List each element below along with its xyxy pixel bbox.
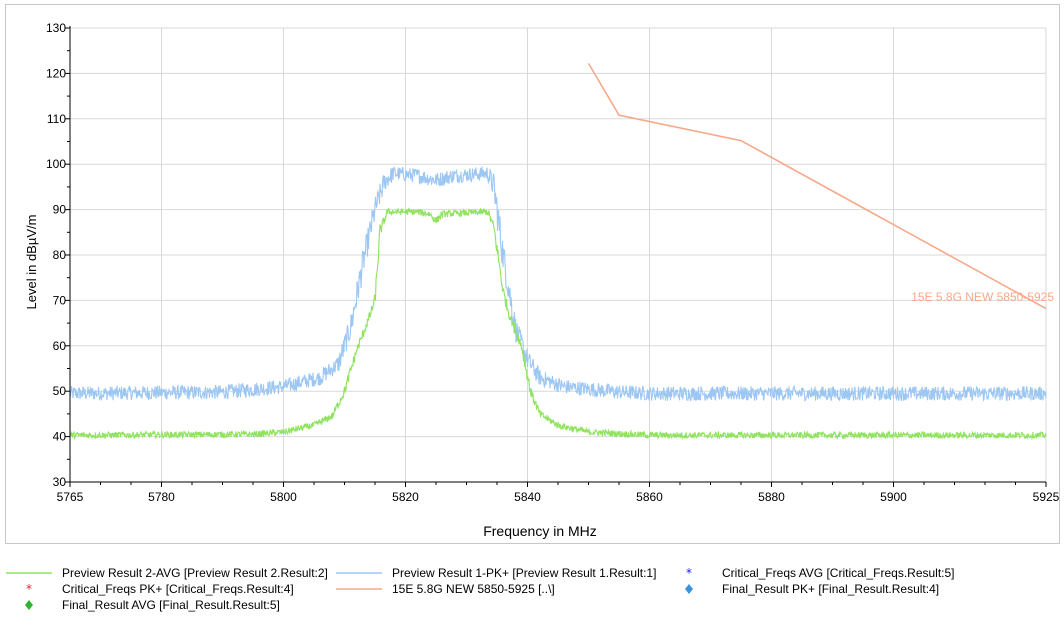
legend-diamond-icon bbox=[25, 600, 33, 610]
x-axis-label: Frequency in MHz bbox=[483, 523, 597, 539]
legend: Preview Result 2-AVG [Preview Result 2.R… bbox=[0, 566, 1064, 628]
legend-label: Preview Result 2-AVG [Preview Result 2.R… bbox=[62, 566, 328, 580]
axes bbox=[69, 26, 1046, 483]
grid bbox=[69, 27, 1047, 483]
svg-text:*: * bbox=[26, 582, 32, 596]
x-tick-label: 5820 bbox=[392, 490, 419, 504]
chart-frame: 30 40 50 60 70 80 90 100 110 120 130 5765 5780 5800 58… bbox=[5, 4, 1060, 544]
legend-line-icon bbox=[336, 588, 382, 590]
x-tick-label: 5860 bbox=[636, 490, 663, 504]
legend-star-icon: * bbox=[686, 566, 692, 580]
svg-text:*: * bbox=[686, 566, 692, 580]
series-preview-result-1-pk bbox=[69, 166, 1047, 402]
y-tick-label: 100 bbox=[46, 157, 66, 171]
y-tick-label: 130 bbox=[46, 21, 66, 35]
legend-star-icon: * bbox=[26, 582, 32, 596]
y-tick-label: 30 bbox=[53, 475, 67, 489]
limit-line-annotation: 15E 5.8G NEW 5850-5925 bbox=[911, 290, 1054, 304]
y-tick-label: 40 bbox=[53, 430, 67, 444]
legend-label: Critical_Freqs AVG [Critical_Freqs.Resul… bbox=[722, 566, 955, 580]
y-tick-label: 60 bbox=[53, 339, 67, 353]
x-tick-label: 5780 bbox=[148, 490, 175, 504]
series-preview-result-2-avg bbox=[69, 207, 1047, 441]
x-tick-label: 5840 bbox=[514, 490, 541, 504]
legend-label: 15E 5.8G NEW 5850-5925 [..\] bbox=[392, 582, 555, 596]
y-tick-label: 80 bbox=[53, 248, 67, 262]
legend-line-icon bbox=[336, 572, 382, 574]
series-15e-5-8g-new-5850-5925 bbox=[587, 62, 1047, 310]
legend-label: Final_Result PK+ [Final_Result.Result:4] bbox=[722, 582, 940, 596]
x-tick-label: 5880 bbox=[758, 490, 785, 504]
y-tick-label: 120 bbox=[46, 66, 66, 80]
legend-label: Critical_Freqs PK+ [Critical_Freqs.Resul… bbox=[62, 582, 294, 596]
y-tick-label: 90 bbox=[53, 203, 67, 217]
x-tick-label: 5800 bbox=[270, 490, 297, 504]
x-tick-label: 5765 bbox=[57, 490, 84, 504]
legend-label: Final_Result AVG [Final_Result.Result:5] bbox=[62, 598, 280, 612]
series-layer bbox=[69, 62, 1047, 441]
y-tick-label: 50 bbox=[53, 384, 67, 398]
ticks: 30 40 50 60 70 80 90 100 110 120 130 5765 5780 5800 58… bbox=[46, 21, 1059, 504]
y-tick-label: 70 bbox=[53, 293, 67, 307]
y-axis-label: Level in dBµV/m bbox=[24, 215, 39, 310]
legend-diamond-icon bbox=[685, 584, 693, 594]
x-tick-label: 5925 bbox=[1033, 490, 1059, 504]
legend-label: Preview Result 1-PK+ [Preview Result 1.R… bbox=[392, 566, 657, 580]
spectrum-chart: 30 40 50 60 70 80 90 100 110 120 130 5765 5780 5800 58… bbox=[24, 21, 1059, 539]
x-tick-label: 5900 bbox=[880, 490, 907, 504]
y-tick-label: 110 bbox=[47, 112, 66, 126]
legend-line-icon bbox=[6, 572, 52, 574]
